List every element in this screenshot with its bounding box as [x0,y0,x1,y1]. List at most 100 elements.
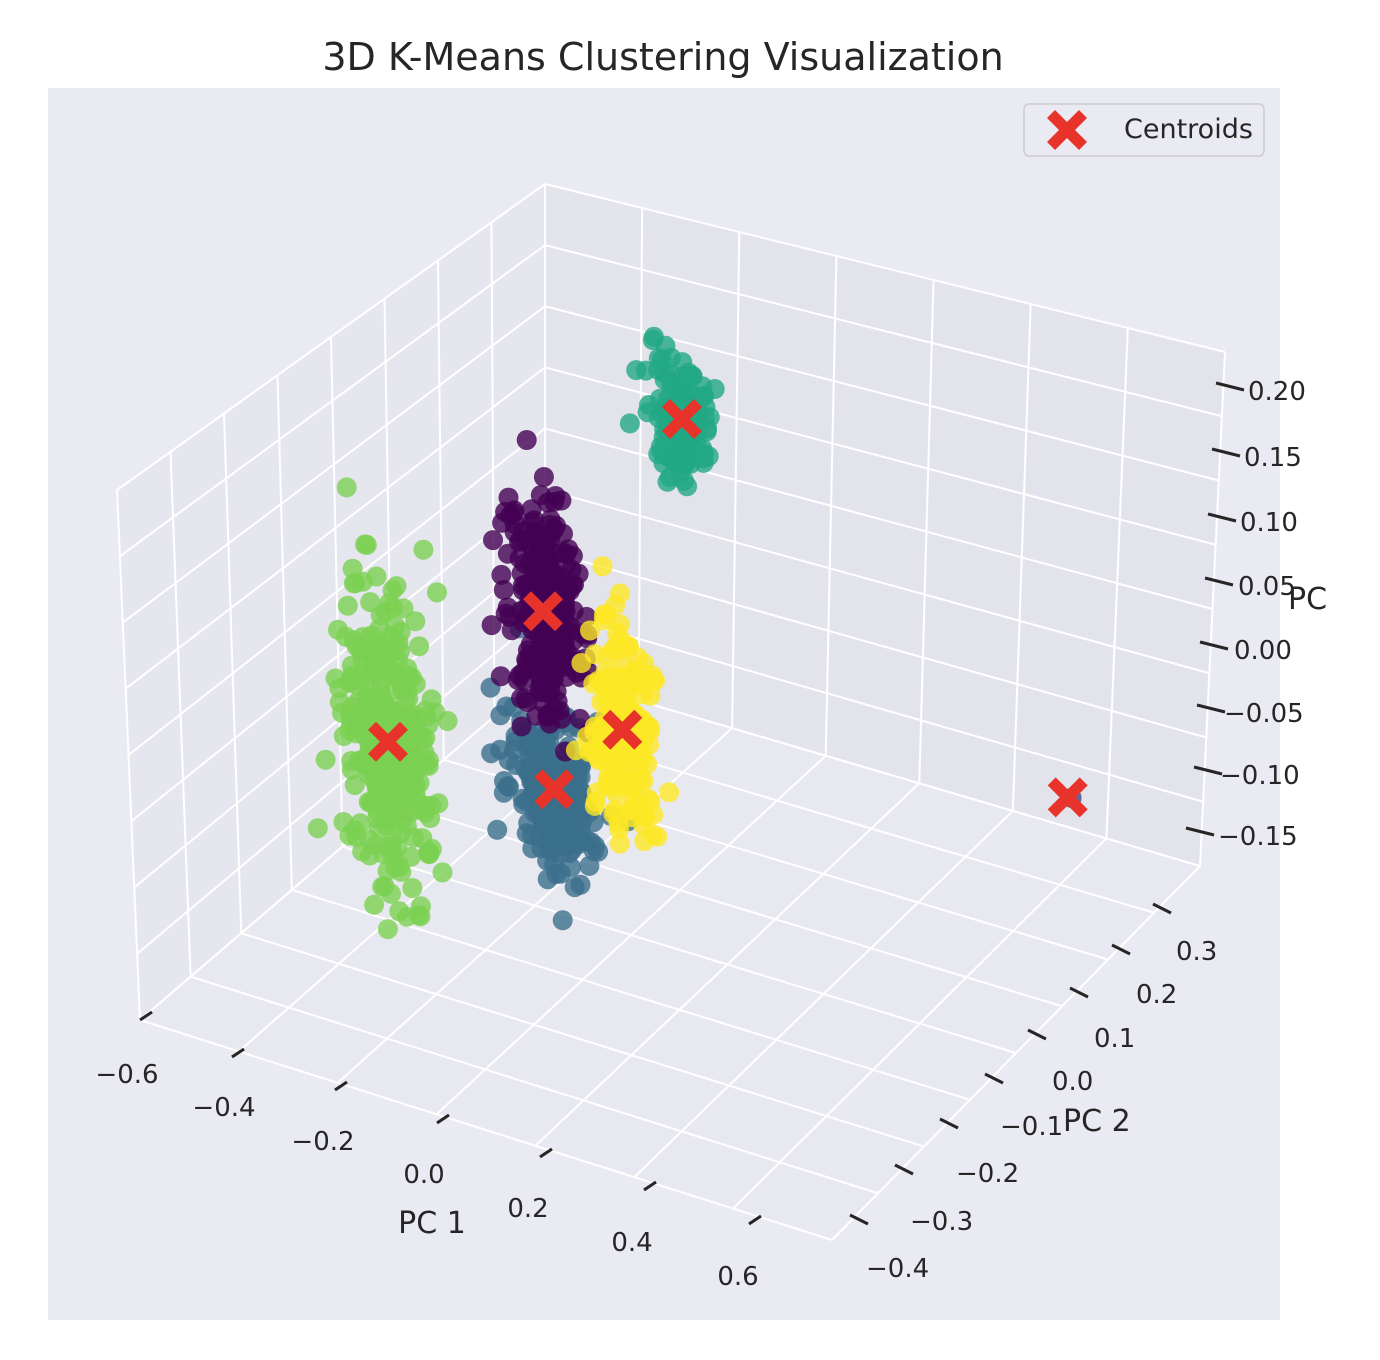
cluster-point [396,906,417,927]
cluster-point [307,818,328,839]
cluster-point [552,635,573,656]
cluster-point [509,531,529,552]
grid-line [544,244,1223,418]
cluster-point [584,644,605,665]
cluster-point [418,750,439,771]
cluster-point [622,800,643,821]
y-tick-label: 0.0 [1052,1067,1093,1097]
cluster-point [613,655,634,676]
cluster-point [341,710,361,731]
centroid-marker [368,721,408,762]
grid-line [342,845,1017,1054]
cluster-point [537,707,558,728]
cluster-point [398,665,419,686]
grid-line [130,488,546,823]
cluster-point [532,545,553,566]
cluster-point [344,775,365,795]
cluster-point [561,821,581,842]
cluster-point [565,740,586,761]
grid-line [119,244,546,558]
cluster-point [625,771,646,792]
z-tick-label: 0.05 [1238,572,1296,602]
grid-line [544,610,1204,803]
x-tick-mark [139,1010,153,1022]
legend-centroid-marker [1047,110,1087,150]
grid-line [544,549,1207,739]
z-tick-label: 0.15 [1244,443,1302,473]
y-tick-mark [1027,1028,1047,1041]
grid-line [392,802,1063,1008]
cluster-point [609,833,630,854]
cluster-point [586,782,607,803]
cluster-point [364,770,385,791]
z-tick-label: −0.05 [1224,699,1304,729]
cluster-point [437,711,458,731]
y-tick-mark [1152,902,1172,915]
cluster-point [675,368,696,389]
z-tick-mark [1211,447,1241,458]
cluster-point [487,819,508,840]
y-tick-label: −0.1 [1000,1112,1063,1142]
cluster-point [659,782,680,803]
cluster-point [493,579,514,600]
z-tick-label: −0.15 [1218,822,1298,852]
y-tick-mark [1069,986,1089,999]
cluster-point [516,430,537,450]
cluster-point [517,692,538,713]
x-tick-label: 0.4 [611,1228,652,1258]
y-tick-label: −0.2 [956,1159,1019,1189]
chart-title: 3D K-Means Clustering Visualization [322,35,1003,79]
y-tick-label: 0.3 [1176,937,1217,967]
cluster-point [498,750,519,771]
cluster-point [497,597,518,618]
cluster-point [376,696,397,716]
cluster-point [355,534,375,555]
y-tick-mark [1111,943,1131,956]
cluster-point [380,680,401,701]
cluster-point [413,539,434,560]
cluster-point [390,640,411,661]
x-tick-label: −0.2 [291,1127,354,1157]
cluster-point [421,795,442,816]
cluster-point [643,804,664,825]
cluster-point [537,869,558,890]
grid-line [544,488,1210,675]
centroid-marker [534,769,575,810]
cluster-point [483,530,503,551]
cluster-point [547,691,568,712]
legend: Centroids [1023,103,1265,157]
cluster-point [490,666,511,687]
centroid-markers [368,399,1088,818]
x-tick-mark [748,1214,762,1226]
grid-line [190,975,879,1195]
cluster-point [593,610,614,631]
cluster-point [545,661,566,682]
cluster-point [410,896,431,917]
data-points [307,326,1082,940]
cluster-point [643,326,664,347]
z-tick-mark [1204,576,1234,587]
x-tick-label: −0.4 [192,1093,255,1123]
cluster-point [386,576,407,597]
cluster-point [561,559,582,580]
cluster-point [569,708,590,729]
cluster-point [562,839,582,860]
z-tick-mark [1199,640,1229,651]
cluster-point [377,860,398,881]
cluster-point [390,823,411,844]
y-tick-label: −0.4 [866,1254,929,1284]
cluster-point [418,843,439,864]
x-tick-mark [539,1147,553,1159]
cluster-point [405,611,426,632]
cluster-point [579,855,600,876]
cluster-point [377,803,398,824]
cluster-point [677,476,698,497]
cluster-point [493,782,514,803]
y-axis: −0.4 −0.3 −0.2 −0.1 0.0 0.1 0.2 0.3 PC 2 [849,902,1217,1284]
z-tick-mark [1185,826,1215,837]
z-tick-label: 0.10 [1240,508,1298,538]
cluster-point [551,490,572,511]
cluster-point [368,645,389,666]
x-tick-mark [436,1113,450,1125]
cluster-point [498,487,519,508]
